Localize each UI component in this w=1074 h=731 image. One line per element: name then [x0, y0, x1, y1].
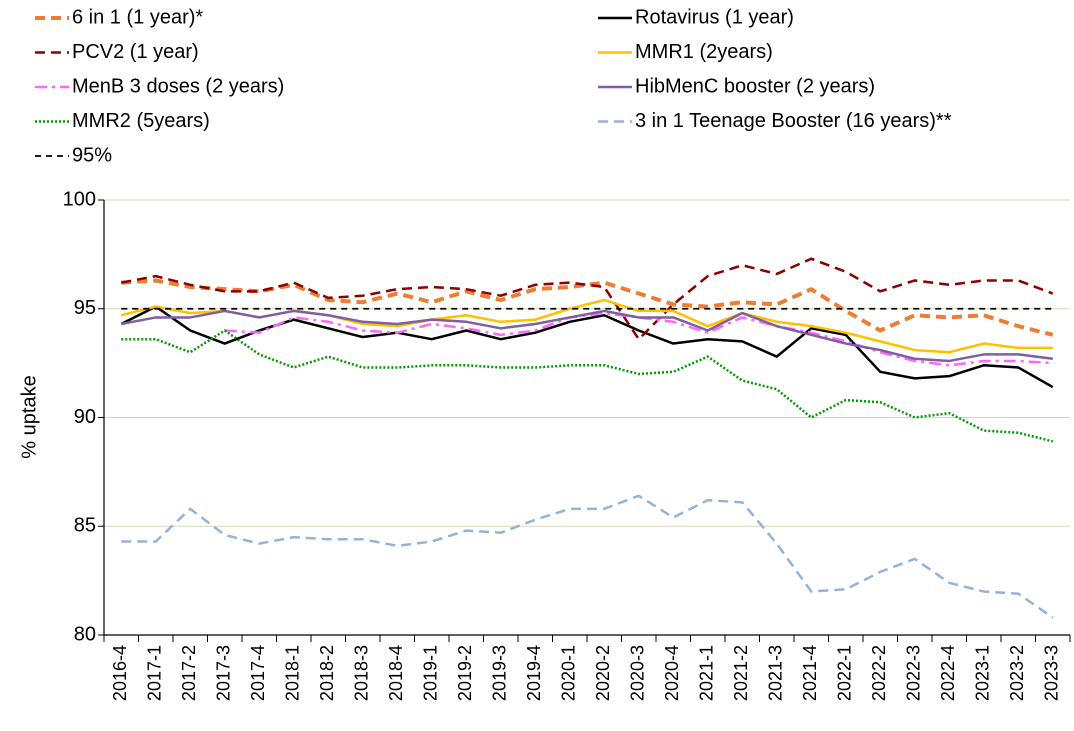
x-tick-label: 2020-2 — [593, 645, 613, 701]
x-tick-label: 2023-1 — [973, 645, 993, 701]
x-tick-label: 2020-4 — [662, 645, 682, 701]
y-tick-label: 85 — [74, 515, 96, 537]
x-tick-label: 2018-2 — [317, 645, 337, 701]
x-tick-label: 2021-2 — [731, 645, 751, 701]
x-tick-label: 2022-4 — [938, 645, 958, 701]
x-tick-label: 2019-2 — [455, 645, 475, 701]
x-tick-label: 2017-2 — [179, 645, 199, 701]
y-tick-label: 80 — [74, 623, 96, 645]
legend-label: 95% — [72, 144, 112, 166]
legend-label: HibMenC booster (2 years) — [635, 75, 875, 97]
x-tick-label: 2020-1 — [559, 645, 579, 701]
legend-label: MMR2 (5years) — [72, 110, 210, 132]
series-line — [120, 305, 1054, 389]
x-tick-label: 2019-1 — [421, 645, 441, 701]
x-tick-label: 2017-4 — [248, 645, 268, 701]
x-tick-label: 2022-2 — [869, 645, 889, 701]
legend-label: MMR1 (2years) — [635, 41, 773, 63]
x-tick-label: 2023-2 — [1007, 645, 1027, 701]
series-line — [121, 309, 1053, 363]
y-tick-label: 90 — [74, 406, 96, 428]
x-tick-label: 2019-4 — [524, 645, 544, 701]
x-tick-label: 2021-4 — [800, 645, 820, 701]
series-line — [121, 494, 1054, 619]
x-tick-label: 2017-3 — [214, 645, 234, 701]
y-tick-label: 100 — [63, 188, 96, 210]
x-tick-label: 2022-1 — [835, 645, 855, 701]
y-tick-label: 95 — [74, 297, 96, 319]
legend-label: PCV2 (1 year) — [72, 41, 199, 63]
legend-label: 6 in 1 (1 year)* — [72, 6, 203, 28]
x-tick-label: 2019-3 — [490, 645, 510, 701]
y-axis-label: % uptake — [18, 375, 40, 458]
legend-label: Rotavirus (1 year) — [635, 6, 794, 28]
legend-label: 3 in 1 Teenage Booster (16 years)** — [635, 110, 952, 132]
x-tick-label: 2020-3 — [628, 645, 648, 701]
x-tick-label: 2023-3 — [1042, 645, 1062, 701]
x-tick-label: 2022-3 — [904, 645, 924, 701]
legend-label: MenB 3 doses (2 years) — [72, 75, 284, 97]
x-tick-label: 2016-4 — [110, 645, 130, 701]
x-tick-label: 2018-1 — [283, 645, 303, 701]
x-tick-label: 2017-1 — [145, 645, 165, 701]
x-tick-label: 2018-4 — [386, 645, 406, 701]
x-tick-label: 2021-3 — [766, 645, 786, 701]
series-line — [121, 329, 1054, 443]
series-line — [224, 311, 1053, 367]
series-line — [121, 278, 1054, 337]
x-tick-label: 2021-1 — [697, 645, 717, 701]
series-line — [121, 257, 1054, 341]
x-tick-label: 2018-3 — [352, 645, 372, 701]
